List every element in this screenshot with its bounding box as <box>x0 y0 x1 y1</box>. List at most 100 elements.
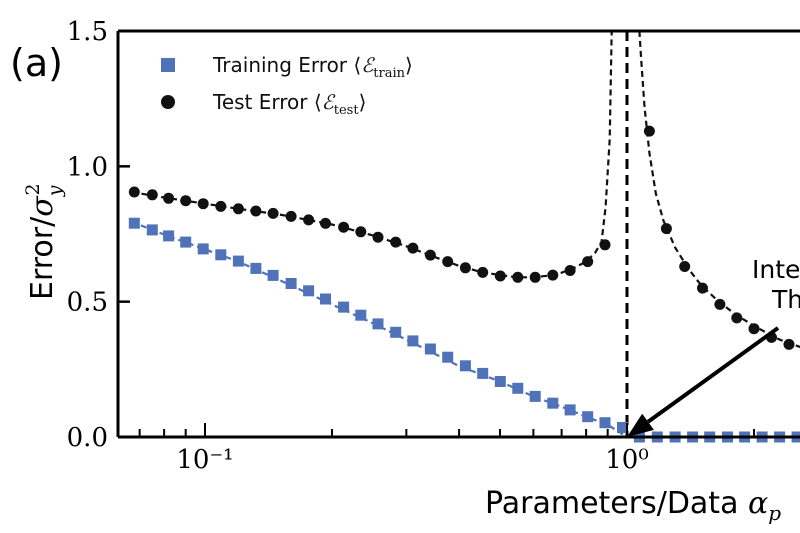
test-point <box>250 205 262 217</box>
annotation-line-2: Th <box>771 285 800 314</box>
annotation-line-1: Inte <box>752 255 800 284</box>
legend-train-marker <box>161 58 175 72</box>
test-point <box>477 266 489 278</box>
train-point <box>512 382 524 394</box>
test-point <box>529 271 541 283</box>
test-point <box>442 256 454 268</box>
test-point <box>232 203 244 215</box>
test-point <box>564 265 576 276</box>
legend-test-symbol: ℰ <box>322 90 336 114</box>
test-point <box>267 207 279 219</box>
test-point <box>407 242 419 254</box>
test-point <box>679 261 691 272</box>
y-tick-label: 1.5 <box>67 17 108 47</box>
train-point <box>459 360 471 372</box>
test-point <box>390 236 402 248</box>
test-point <box>512 271 524 283</box>
y-tick-label: 1.0 <box>67 152 108 182</box>
panel-label: (a) <box>10 41 63 85</box>
legend-train-label: Training Error ⟨ℰtrain⟩ <box>212 53 413 81</box>
train-point <box>338 301 350 313</box>
test-point <box>643 125 655 137</box>
legend-test-sub: test <box>334 103 360 118</box>
legend-train-close: ⟩ <box>405 53 413 77</box>
y-axis-label: Error/σy2 <box>22 183 66 300</box>
train-point <box>599 417 611 429</box>
train-point <box>407 335 419 347</box>
test-point <box>128 186 140 198</box>
train-point <box>128 217 140 229</box>
train-point <box>477 367 489 379</box>
train-point <box>582 411 594 423</box>
train-point <box>285 278 297 289</box>
x-axis-label-sub: p <box>768 501 781 525</box>
theory-curve-test-left <box>131 30 613 279</box>
test-point <box>285 210 297 222</box>
train-point <box>390 326 402 338</box>
legend-test-label: Test Error ⟨ℰtest⟩ <box>212 90 366 118</box>
train-point <box>163 230 175 242</box>
x-tick-label: 10⁻¹ <box>176 445 233 475</box>
test-point <box>338 221 350 233</box>
train-point <box>180 236 192 248</box>
test-point <box>697 282 708 294</box>
test-point <box>599 239 611 251</box>
test-point <box>163 192 175 204</box>
train-point <box>215 249 227 261</box>
train-point <box>424 343 436 355</box>
train-point <box>529 390 541 402</box>
train-point <box>355 309 367 321</box>
y-tick-label: 0.0 <box>67 423 108 453</box>
train-point <box>146 224 158 236</box>
legend-test-close: ⟩ <box>359 90 367 114</box>
test-point <box>197 198 209 210</box>
train-point <box>617 422 628 433</box>
test-point <box>372 231 384 243</box>
test-point <box>660 223 672 235</box>
x-axis-label-text: Parameters/Data <box>485 486 748 521</box>
legend-test-marker <box>161 95 175 109</box>
test-point <box>355 226 367 238</box>
test-point <box>547 269 559 281</box>
annotation-arrow-shaft <box>646 326 780 424</box>
test-point <box>494 270 506 282</box>
y-axis-label-sub: y <box>44 185 66 197</box>
test-point <box>424 249 436 261</box>
train-point <box>267 269 279 281</box>
annotation: Inte Th <box>627 255 800 437</box>
y-axis-label-symbol: σ <box>25 195 60 217</box>
legend-train-sub: train <box>373 66 405 81</box>
train-point <box>303 285 315 297</box>
legend-train-symbol: ℰ <box>361 53 375 77</box>
test-point <box>320 217 331 229</box>
test-point <box>459 262 471 274</box>
train-point <box>372 318 384 330</box>
test-point <box>582 256 594 268</box>
train-point <box>442 351 454 363</box>
axis-ticks-layer: 0.0 0.5 1.0 1.5 10⁻¹ 10⁰ <box>67 17 756 475</box>
train-point <box>564 404 576 416</box>
legend: Training Error ⟨ℰtrain⟩ Test Error ⟨ℰtes… <box>161 53 413 118</box>
test-point <box>731 312 743 324</box>
test-point <box>303 214 315 226</box>
test-point <box>180 195 192 207</box>
y-axis-label-text: Error/ <box>25 216 60 300</box>
test-point <box>215 200 227 212</box>
train-point <box>232 255 244 267</box>
train-point <box>320 293 331 305</box>
y-axis-label-sup: 2 <box>22 183 44 195</box>
train-point <box>547 397 559 409</box>
test-point <box>146 189 158 201</box>
test-point <box>748 323 760 335</box>
legend-train-text: Training Error ⟨ <box>212 53 361 77</box>
train-point <box>197 243 209 255</box>
train-point <box>250 262 262 274</box>
test-point <box>783 338 795 350</box>
annotation-arrow-head <box>627 413 654 437</box>
x-axis-label: Parameters/Data αp <box>485 486 781 525</box>
test-point <box>714 298 726 310</box>
y-tick-label: 0.5 <box>67 288 108 318</box>
x-axis-label-symbol: α <box>748 486 768 521</box>
